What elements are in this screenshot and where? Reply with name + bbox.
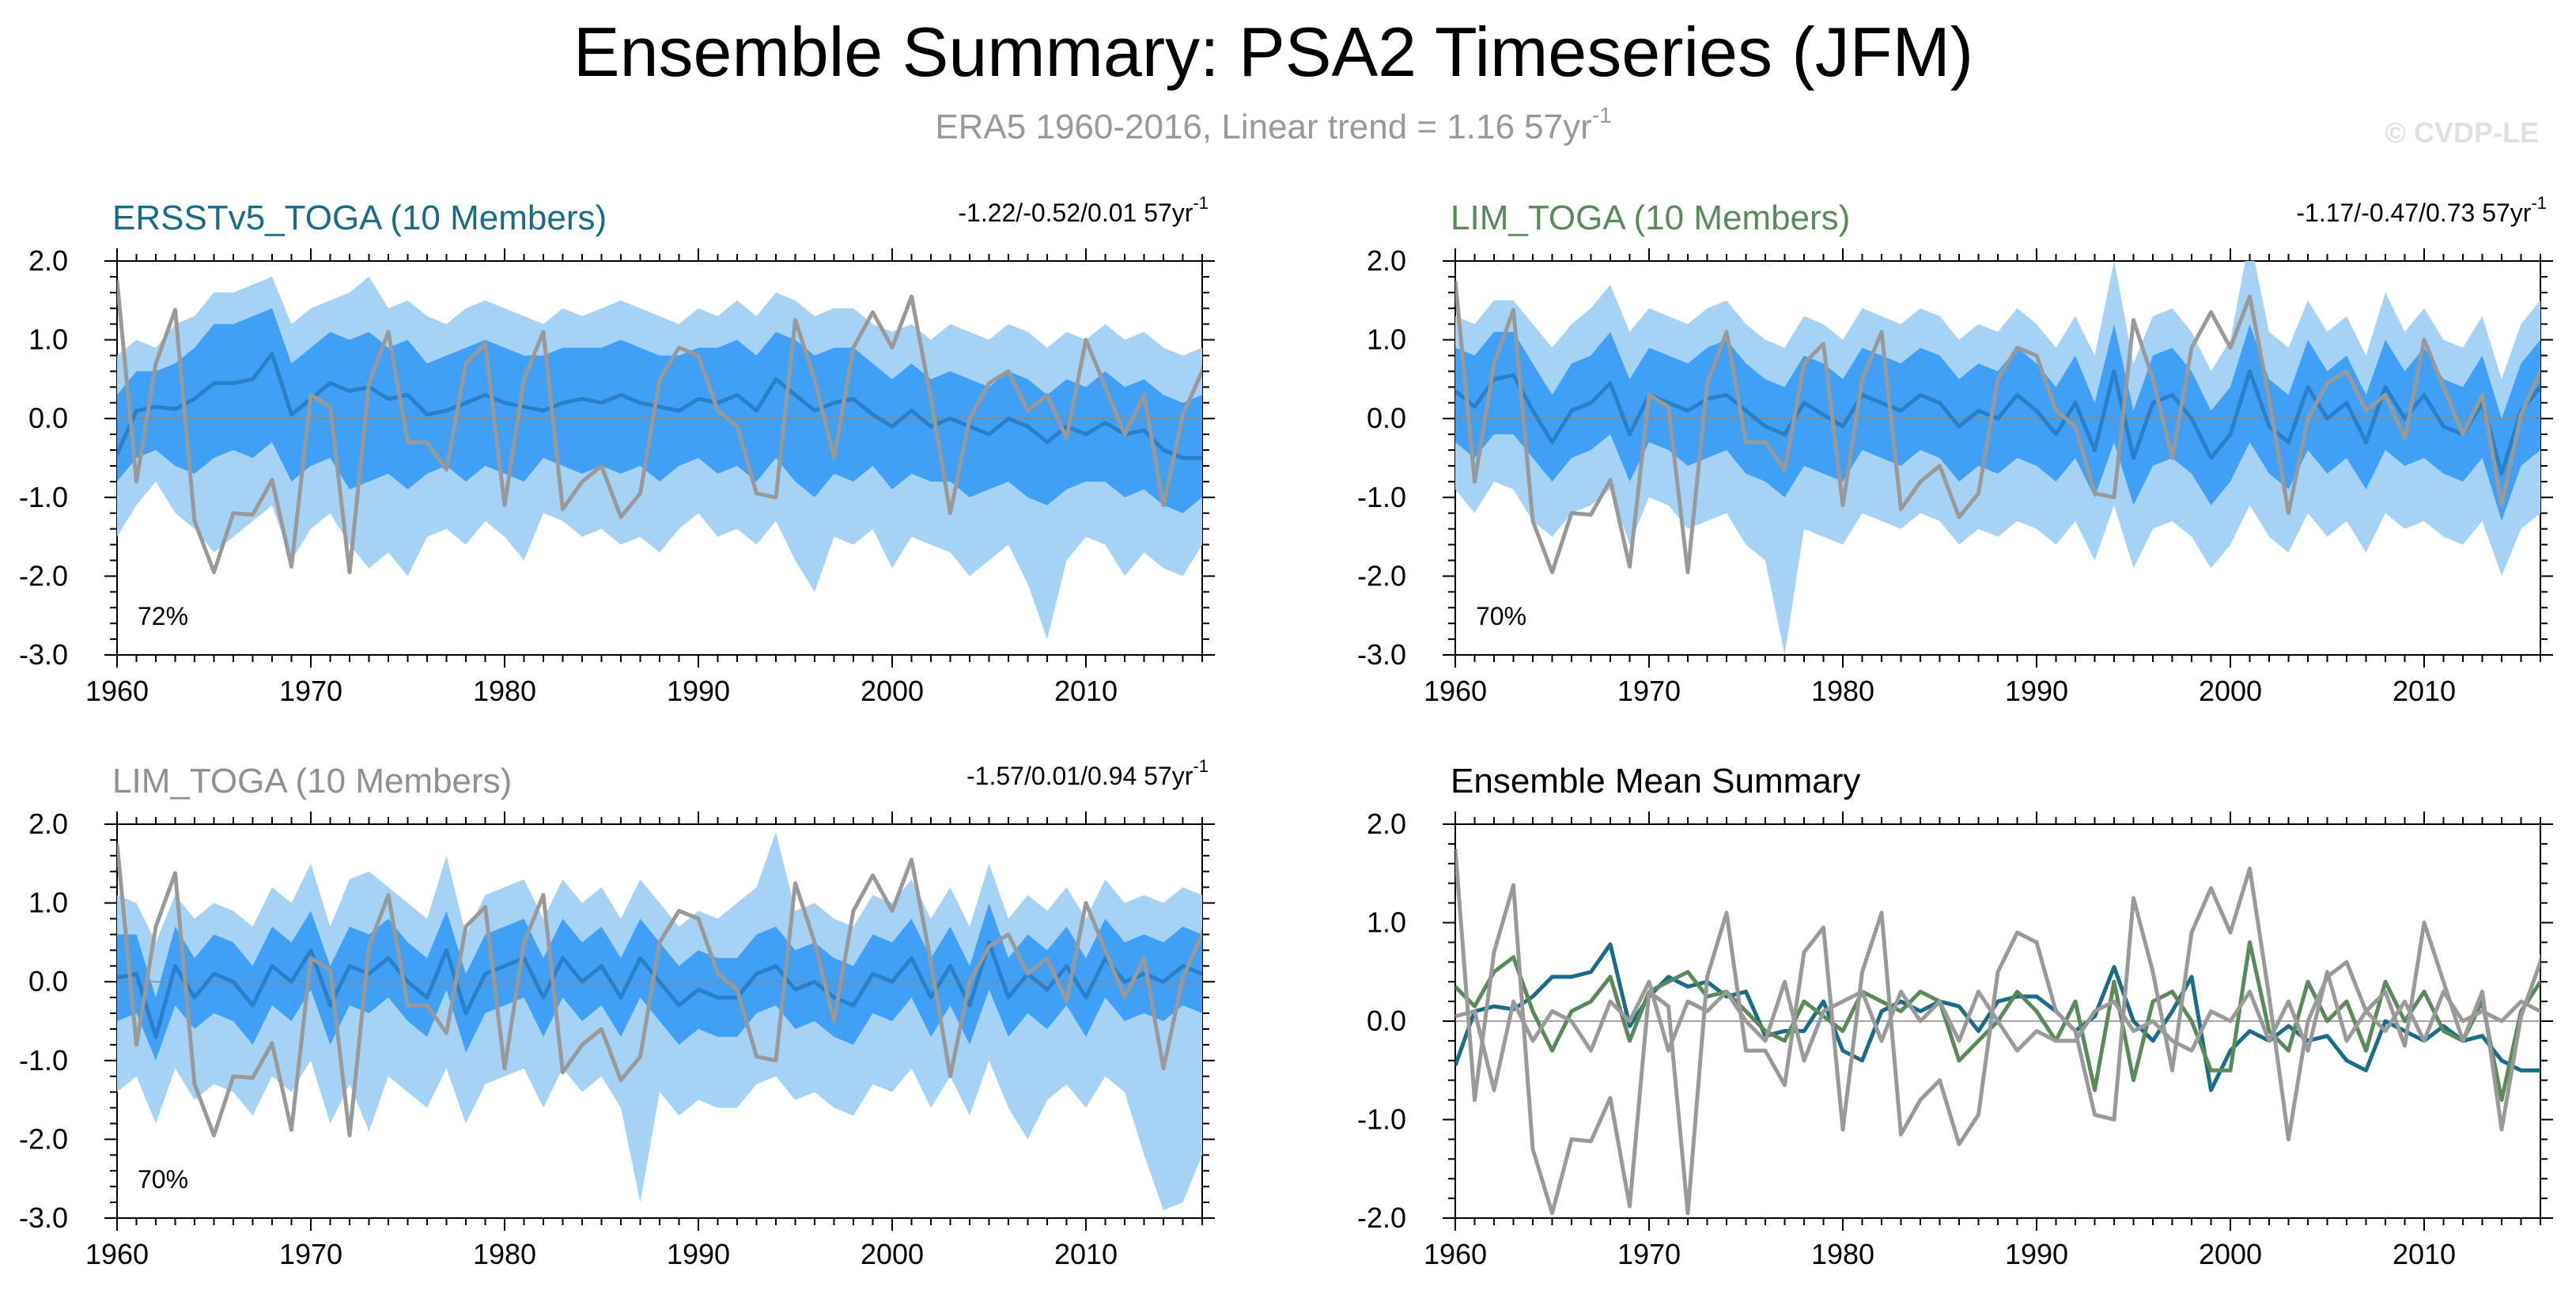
trend-label-sup: -1	[1193, 756, 1209, 776]
x-tick-label: 1980	[1811, 1238, 1874, 1270]
trend-label: -1.57/0.01/0.94 57yr-1	[966, 756, 1209, 790]
trend-label-text: -1.22/-0.52/0.01 57yr	[958, 199, 1193, 227]
figure-subtitle-sup: -1	[1592, 103, 1612, 127]
observed-line	[117, 280, 1202, 574]
percent-label: 70%	[1476, 602, 1526, 630]
series-line-era5	[1455, 848, 2540, 1216]
ensemble-mean-line	[117, 940, 1202, 1039]
plot-area	[117, 832, 1202, 1210]
figure-subtitle-text: ERA5 1960-2016, Linear trend = 1.16 57yr	[935, 108, 1591, 146]
x-tick-label: 1980	[473, 1238, 536, 1270]
panel-title: LIM_TOGA (10 Members)	[1451, 199, 1850, 237]
watermark: © CVDP-LE	[2385, 116, 2539, 149]
x-tick-label: 2000	[861, 675, 924, 707]
x-tick-label: 1990	[2005, 1238, 2068, 1270]
x-tick-label: 1970	[1617, 675, 1681, 707]
y-tick-label: -2.0	[1357, 1201, 1406, 1234]
y-tick-label: -2.0	[1357, 559, 1406, 592]
x-tick-label: 2010	[2393, 1238, 2456, 1270]
x-tick-label: 2010	[1054, 1238, 1118, 1270]
y-tick-label: 1.0	[28, 324, 68, 356]
y-tick-label: -3.0	[19, 1201, 68, 1234]
x-tick-label: 2000	[2199, 1238, 2262, 1270]
y-tick-label: 1.0	[1367, 324, 1406, 356]
x-tick-label: 1990	[2005, 675, 2068, 707]
trend-label: -1.17/-0.47/0.73 57yr-1	[2296, 193, 2547, 227]
x-tick-label: 1960	[1424, 675, 1487, 707]
trend-label-text: -1.57/0.01/0.94 57yr	[966, 762, 1193, 790]
x-tick-label: 1960	[1424, 1238, 1487, 1270]
x-tick-label: 1980	[473, 675, 536, 707]
plot-area	[117, 276, 1202, 640]
x-tick-label: 1970	[1617, 1238, 1681, 1270]
band-25-75	[1455, 324, 2540, 521]
y-tick-label: 0.0	[1367, 1005, 1406, 1037]
y-tick-label: 0.0	[28, 965, 68, 997]
panel-ensemble-mean-summary: Ensemble Mean Summary 1960 1970 1980 1990 200…	[1357, 762, 2553, 1270]
observed-line	[117, 843, 1202, 1137]
y-tick-label: -2.0	[19, 1122, 68, 1155]
percent-label: 72%	[138, 602, 188, 630]
y-tick-label: -1.0	[19, 481, 68, 513]
x-tick-label: 1970	[279, 675, 342, 707]
x-tick-label: 2010	[1054, 675, 1118, 707]
panel-title: LIM_TOGA (10 Members)	[112, 762, 512, 800]
x-tick-label: 2000	[861, 1238, 924, 1270]
panel-lim-toga: LIM_TOGA (10 Members) -1.17/-0.47/0.73 57…	[1357, 193, 2553, 707]
y-tick-label: -2.0	[19, 559, 68, 592]
x-tick-label: 2000	[2199, 675, 2262, 707]
y-tick-label: -1.0	[19, 1044, 68, 1077]
figure-title: Ensemble Summary: PSA2 Timeseries (JFM)	[573, 13, 1973, 91]
trend-label-text: -1.17/-0.47/0.73 57yr	[2296, 199, 2531, 227]
plot-area	[1455, 848, 2540, 1216]
trend-label-sup: -1	[2531, 193, 2547, 213]
y-tick-label: 2.0	[1367, 808, 1406, 840]
figure-subtitle: ERA5 1960-2016, Linear trend = 1.16 57yr…	[935, 103, 1611, 146]
percent-label: 70%	[138, 1165, 188, 1194]
panel-title: Ensemble Mean Summary	[1451, 762, 1860, 800]
series-line-lim-toga-2	[1455, 970, 2540, 1092]
panel-ersstv5-toga: ERSSTv5_TOGA (10 Members) -1.22/-0.52/0.0…	[19, 193, 1215, 707]
y-tick-label: -3.0	[1357, 638, 1406, 671]
y-tick-label: 1.0	[1367, 906, 1406, 939]
x-tick-label: 1980	[1811, 675, 1874, 707]
y-tick-label: 2.0	[28, 244, 68, 277]
y-tick-label: 1.0	[28, 887, 68, 919]
y-tick-label: 2.0	[28, 808, 68, 840]
x-tick-label: 1960	[85, 1238, 149, 1270]
y-tick-label: 0.0	[1367, 402, 1406, 434]
panel-lim-toga-2: LIM_TOGA (10 Members) -1.57/0.01/0.94 57y…	[19, 756, 1215, 1270]
x-tick-label: 1970	[279, 1238, 342, 1270]
y-tick-label: -1.0	[1357, 481, 1406, 513]
y-tick-label: -1.0	[1357, 1103, 1406, 1136]
x-tick-label: 1990	[667, 675, 730, 707]
band-25-75	[117, 308, 1202, 513]
y-tick-label: 2.0	[1367, 244, 1406, 277]
plot-area	[1455, 261, 2540, 655]
trend-label-sup: -1	[1193, 193, 1209, 213]
observed-line	[1455, 280, 2540, 574]
x-tick-label: 1990	[667, 1238, 730, 1270]
panel-title: ERSSTv5_TOGA (10 Members)	[112, 199, 607, 237]
y-tick-label: 0.0	[28, 402, 68, 434]
x-tick-label: 1960	[85, 675, 149, 707]
x-tick-label: 2010	[2393, 675, 2456, 707]
y-tick-label: -3.0	[19, 638, 68, 671]
trend-label: -1.22/-0.52/0.01 57yr-1	[958, 193, 1209, 227]
